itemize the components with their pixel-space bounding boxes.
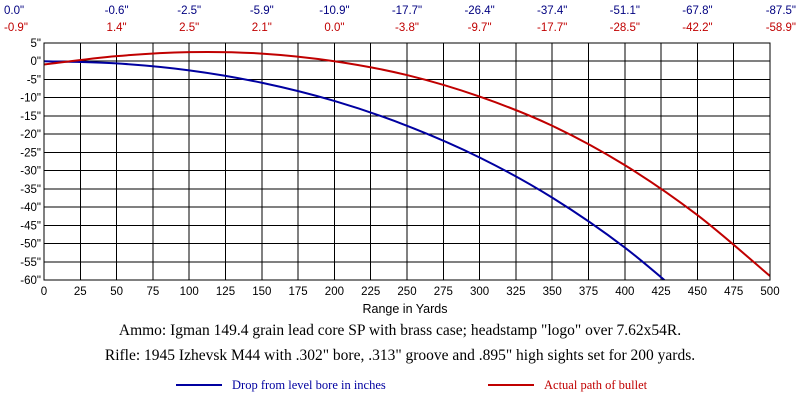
drop-annotation: 0.0" xyxy=(4,5,24,17)
y-tick-label: -50" xyxy=(20,239,41,251)
drop-annotation: -2.5" xyxy=(177,5,201,17)
caption-ammo: Ammo: Igman 149.4 grain lead core SP wit… xyxy=(118,322,682,339)
y-tick-label: -5" xyxy=(27,74,41,86)
y-tick-label: -60" xyxy=(20,275,41,287)
x-tick-label: 300 xyxy=(470,286,489,298)
series-lines xyxy=(44,50,770,280)
x-tick-label: 475 xyxy=(724,286,743,298)
x-tick-label: 175 xyxy=(289,286,308,298)
top-annotations: 0.0" -0.9" -0.6" 1.4" -2.5" 2.5" -5.9" 2.1" -10.… xyxy=(4,5,796,34)
drop-annotation: -10.9" xyxy=(319,5,349,17)
path-annotation: -0.9" xyxy=(4,22,28,34)
y-tick-label: -55" xyxy=(20,257,41,269)
x-tick-label: 75 xyxy=(147,286,160,298)
x-tick-label: 325 xyxy=(506,286,525,298)
caption-rifle: Rifle: 1945 Izhevsk M44 with .302" bore,… xyxy=(104,347,696,364)
drop-annotation: -51.1" xyxy=(610,5,640,17)
x-axis-label: Range in Yards xyxy=(362,302,447,316)
drop-annotation: -26.4" xyxy=(464,5,494,17)
y-tick-label: -35" xyxy=(20,184,41,196)
x-tick-label: 500 xyxy=(760,286,779,298)
x-tick-label: 100 xyxy=(180,286,199,298)
path-annotation: 1.4" xyxy=(107,22,127,34)
y-tick-label: -30" xyxy=(20,166,41,178)
x-tick-label: 400 xyxy=(615,286,634,298)
path-annotation: -42.2" xyxy=(682,22,712,34)
drop-annotation: -87.5" xyxy=(766,5,796,17)
x-tick-label: 450 xyxy=(688,286,707,298)
x-tick-label: 350 xyxy=(543,286,562,298)
legend-label-drop: Drop from level bore in inches xyxy=(232,377,386,392)
x-tick-label: 425 xyxy=(652,286,671,298)
y-tick-label: -25" xyxy=(20,147,41,159)
y-tick-label: -10" xyxy=(20,93,41,105)
path-annotation: -3.8" xyxy=(395,22,419,34)
x-tick-label: 275 xyxy=(434,286,453,298)
x-tick-label: 375 xyxy=(579,286,598,298)
drop-annotation: -67.8" xyxy=(682,5,712,17)
y-tick-label: 0" xyxy=(31,56,41,68)
legend-swatch-drop xyxy=(176,384,222,386)
x-tick-label: 225 xyxy=(361,286,380,298)
legend-label-path: Actual path of bullet xyxy=(544,377,648,392)
x-tick-label: 25 xyxy=(74,286,87,298)
path-annotation: -28.5" xyxy=(610,22,640,34)
y-tick-label: -15" xyxy=(20,111,41,123)
path-annotation: -17.7" xyxy=(537,22,567,34)
drop-annotation: -0.6" xyxy=(105,5,129,17)
grid-lines xyxy=(43,42,771,281)
legend-item-drop: Drop from level bore in inches xyxy=(176,375,386,395)
path-annotation: -9.7" xyxy=(468,22,492,34)
path-annotation: 2.1" xyxy=(252,22,272,34)
y-tick-label: -45" xyxy=(20,220,41,232)
x-tick-label: 50 xyxy=(110,286,123,298)
y-tick-label: 5" xyxy=(31,38,41,50)
axes xyxy=(43,42,771,281)
legend-swatch-path xyxy=(488,384,534,386)
legend-item-path: Actual path of bullet xyxy=(488,375,647,395)
x-tick-label: 125 xyxy=(216,286,235,298)
x-tick-label: 150 xyxy=(252,286,271,298)
ballistics-chart: 0 25 50 75 100 125 150 175 200 225 250 275 300 325 350… xyxy=(4,5,796,316)
x-tick-label: 0 xyxy=(41,286,47,298)
plot-frame xyxy=(43,42,771,281)
path-annotation: -58.9" xyxy=(766,22,796,34)
tick-labels: 0 25 50 75 100 125 150 175 200 225 250 275 300 325 350… xyxy=(20,38,779,298)
series-line-path xyxy=(44,50,770,277)
drop-annotation: -17.7" xyxy=(392,5,422,17)
series-line-drop xyxy=(44,60,666,280)
drop-annotation: -5.9" xyxy=(250,5,274,17)
drop-annotation: -37.4" xyxy=(537,5,567,17)
y-tick-label: -20" xyxy=(20,129,41,141)
x-tick-label: 200 xyxy=(325,286,344,298)
path-annotation: 2.5" xyxy=(179,22,199,34)
path-annotation: 0.0" xyxy=(324,22,344,34)
x-tick-label: 250 xyxy=(397,286,416,298)
y-tick-label: -40" xyxy=(20,202,41,214)
